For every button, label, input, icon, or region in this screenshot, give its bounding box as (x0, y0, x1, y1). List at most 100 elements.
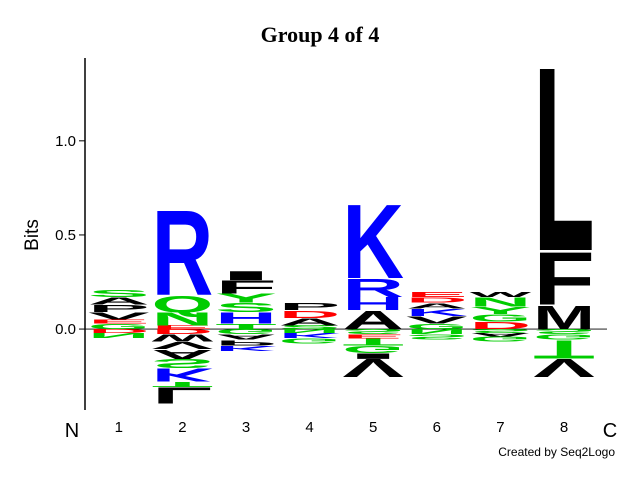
logo-letter-group: P (88, 303, 150, 314)
logo-letter-group: L (533, 13, 595, 307)
x-tick-label: 4 (305, 419, 313, 436)
logo-letter-group: L (152, 382, 214, 408)
x-tick-label: 5 (369, 419, 377, 436)
x-tick-label: 8 (560, 419, 568, 436)
logo-letter-group: P (215, 339, 277, 348)
logo-letter-group: N (279, 328, 341, 334)
logo-letter-group: A (152, 347, 214, 362)
logo-letter-group: S (470, 328, 532, 334)
logo-letter: K (342, 183, 404, 301)
y-tick-label: 1.0 (55, 133, 76, 150)
logo-letter: E (342, 334, 404, 340)
logo-letter-group: R (152, 186, 214, 322)
logo-letter-group: S (406, 333, 468, 342)
annotation: Created by Seq2Logo (498, 445, 615, 459)
logo-letter: S (406, 333, 468, 342)
logo-letter: N (152, 309, 214, 329)
logo-letter: G (88, 322, 150, 331)
logo-letter: K (152, 365, 214, 385)
logo-letter: S (279, 324, 341, 330)
logo-letter-group: T (215, 322, 277, 331)
x-tick-label: 7 (496, 419, 504, 436)
logo-letter: V (406, 314, 468, 325)
x-tick-label: 6 (433, 419, 441, 436)
logo-letter: T (533, 335, 595, 364)
logo-letter-group: E (152, 324, 214, 330)
logo-letter: V (88, 310, 150, 321)
logo-letter: D (279, 308, 341, 319)
logo-letter: A (470, 332, 532, 338)
logo-letter-group: G (533, 333, 595, 342)
logo-letter-group: Q (152, 291, 214, 317)
logo-letter-group: G (470, 335, 532, 344)
logo-letter: V (533, 353, 595, 382)
logo-letter-group: S (533, 327, 595, 336)
logo-letter: A (152, 347, 214, 362)
logo-letter-group: N (470, 295, 532, 310)
logo-letter-group: S (215, 300, 277, 315)
logo-letter-group: S (152, 356, 214, 371)
logo-letter: P (279, 301, 341, 312)
logo-letter: W (470, 290, 532, 299)
logo-letter-group: T (152, 380, 214, 389)
logo-letter: N (88, 331, 150, 340)
logo-letter-group: V (342, 353, 404, 382)
logo-letter: G (470, 335, 532, 344)
logo-letter: T (215, 322, 277, 331)
logo-letter: V (152, 340, 214, 351)
logo-letter: Y (215, 291, 277, 306)
logo-letter: L (152, 382, 214, 408)
logo-letter: D (88, 328, 150, 334)
y-tick-label: 0.0 (55, 321, 76, 338)
logo-letter-group: S (88, 288, 150, 299)
logo-letter-group: F (215, 277, 277, 297)
logo-letter: A (215, 333, 277, 342)
logo-letter: S (533, 327, 595, 336)
logo-letter-group: N (406, 327, 468, 336)
logo-letter-group: M (533, 299, 595, 337)
logo-letter: K (406, 307, 468, 318)
logo-letter-group: K (406, 307, 468, 318)
logo-letter-group: V (406, 314, 468, 325)
logo-letter-group: G (279, 337, 341, 346)
logo-letter: W (152, 332, 214, 343)
logo-letter-group: W (152, 332, 214, 343)
logo-letter: P (88, 303, 150, 314)
logo-letter: G (279, 337, 341, 346)
logo-letter: G (470, 312, 532, 323)
logo-letter-group: V (88, 310, 150, 321)
logo-letter: Q (152, 291, 214, 317)
logo-letter: K (215, 344, 277, 353)
logo-letter-group: D (406, 296, 468, 305)
logo-letter: H (342, 294, 404, 314)
logo-letter: R (342, 274, 404, 303)
logo-letter: E (88, 319, 150, 325)
n-terminus-label: N (65, 420, 79, 442)
logo-letter: P (215, 339, 277, 348)
logo-letter: S (470, 328, 532, 334)
logo-letter: T (152, 380, 214, 389)
logo-letter-group: Y (215, 291, 277, 306)
logo-letter: G (342, 344, 404, 355)
logo-letter-group: E (88, 319, 150, 325)
logo-letter: S (342, 327, 404, 336)
logo-letter-group: K (152, 365, 214, 385)
logo-letter-group: Y (470, 305, 532, 316)
logo-letter: I (342, 352, 404, 361)
logo-letter-group: A (470, 332, 532, 338)
logo-letter-group: D (279, 308, 341, 319)
logo-letter: N (279, 328, 341, 334)
logo-letter: A (406, 301, 468, 310)
logo-letter-group: H (215, 309, 277, 326)
logo-letter: K (279, 331, 341, 340)
logo-letter-group: E (342, 334, 404, 340)
logo-letter-group: A (88, 295, 150, 306)
logo-letter-group: N (152, 309, 214, 329)
logo-letter: A (279, 316, 341, 327)
logo-letter: F (533, 237, 595, 320)
logo-letter: A (88, 295, 150, 306)
logo-letter: G (533, 333, 595, 342)
logo-letter-group: I (342, 352, 404, 361)
logo-letter-group: K (279, 331, 341, 340)
logo-letter: Y (470, 305, 532, 316)
